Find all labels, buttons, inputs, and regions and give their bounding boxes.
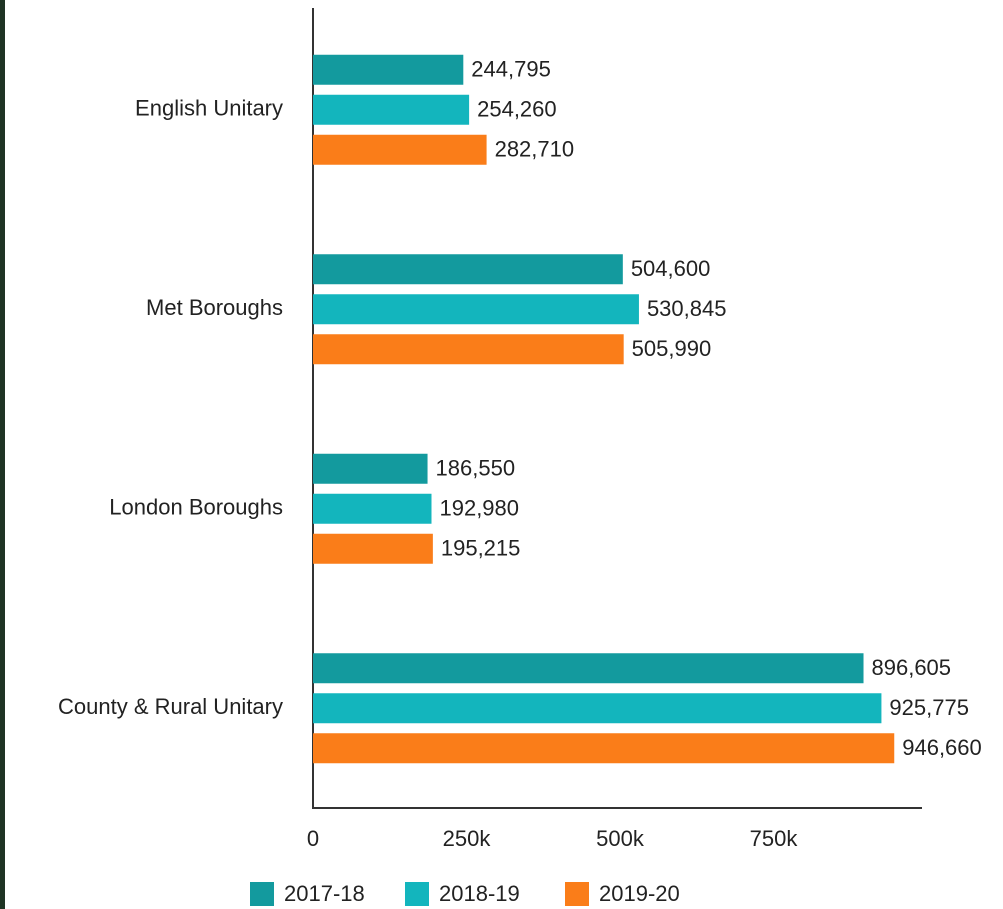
legend-swatch	[250, 882, 274, 906]
y-tick-label: London Boroughs	[109, 495, 283, 520]
value-label: 946,660	[902, 735, 982, 760]
value-label: 254,260	[477, 97, 557, 122]
value-label: 925,775	[889, 695, 969, 720]
bar	[313, 453, 428, 484]
bar	[313, 493, 432, 524]
bar	[313, 733, 895, 764]
value-label: 896,605	[872, 655, 952, 680]
value-label: 186,550	[436, 456, 516, 481]
bar	[313, 653, 864, 684]
bar	[313, 254, 623, 285]
bar	[313, 134, 487, 165]
value-label: 530,845	[647, 296, 727, 321]
legend-label: 2017-18	[284, 881, 365, 906]
value-label: 244,795	[471, 57, 551, 82]
value-label: 282,710	[495, 137, 575, 162]
value-label: 505,990	[632, 336, 712, 361]
bar	[313, 94, 470, 125]
value-label: 504,600	[631, 256, 711, 281]
bar	[313, 334, 624, 365]
bar	[313, 294, 639, 325]
bar	[313, 533, 433, 564]
x-tick-label: 500k	[596, 826, 645, 851]
value-label: 195,215	[441, 536, 521, 561]
x-tick-label: 0	[307, 826, 319, 851]
legend-label: 2019-20	[599, 881, 680, 906]
bar	[313, 54, 464, 85]
y-tick-label: County & Rural Unitary	[58, 694, 283, 719]
legend-label: 2018-19	[439, 881, 520, 906]
x-tick-label: 750k	[750, 826, 799, 851]
value-label: 192,980	[439, 496, 519, 521]
legend-swatch	[565, 882, 589, 906]
y-tick-label: Met Boroughs	[146, 295, 283, 320]
left-border	[0, 0, 5, 909]
bar	[313, 693, 882, 724]
legend-swatch	[405, 882, 429, 906]
x-tick-label: 250k	[443, 826, 492, 851]
y-tick-label: English Unitary	[135, 96, 283, 121]
